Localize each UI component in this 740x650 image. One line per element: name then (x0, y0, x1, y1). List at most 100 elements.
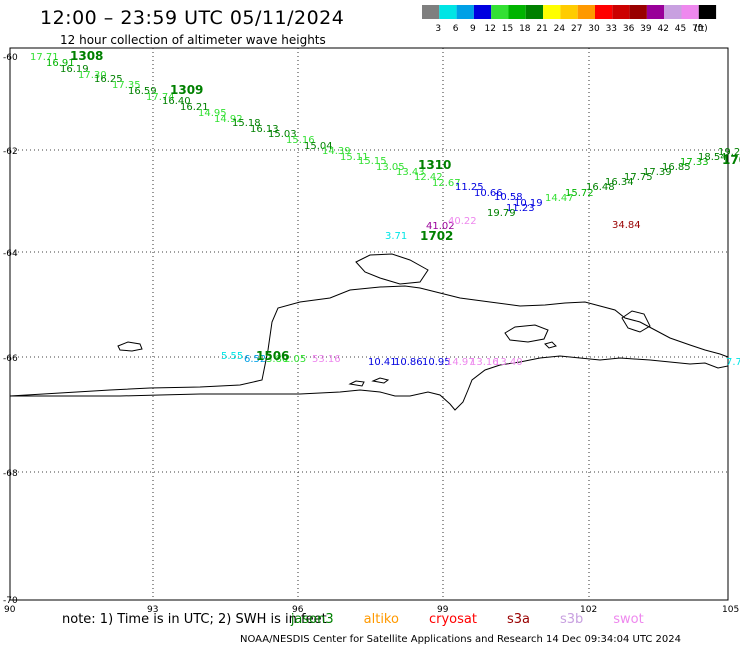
wave-height-label: 16.19 (60, 64, 89, 75)
credit-line: NOAA/NESDIS Center for Satellite Applica… (240, 634, 682, 645)
mission-legend-item: jason3 (290, 612, 334, 627)
color-tick-label: 24 (554, 24, 566, 34)
wave-height-label: 15.03 (268, 129, 297, 140)
wave-height-label: 12.67 (432, 178, 461, 189)
color-tick-label: 12 (484, 24, 495, 34)
color-swatch (681, 5, 699, 19)
color-swatch (560, 5, 578, 19)
wave-height-label: 13.40 (494, 357, 523, 368)
lon-label: 99 (437, 605, 449, 615)
wave-height-label: 16.34 (605, 177, 634, 188)
page-subtitle: 12 hour collection of altimeter wave hei… (60, 33, 326, 47)
lon-label: 96 (292, 605, 304, 615)
wave-height-label: 16.48 (586, 182, 615, 193)
color-swatch (646, 5, 665, 19)
mission-legend: jason3 altiko cryosat s3a s3b swot (291, 612, 644, 627)
wave-height-label: 16.13 (250, 124, 279, 135)
wave-height-label: 17.71 (30, 52, 59, 63)
wave-height-label: 10.95 (422, 357, 451, 368)
color-swatch (612, 5, 630, 19)
wave-height-label: 16.21 (180, 102, 209, 113)
wave-height-label: 17.74 (146, 92, 175, 103)
track-id-label: 1506 (256, 349, 289, 363)
wave-height-label: 11.23 (506, 203, 535, 214)
wave-height-label: 53.16 (312, 354, 341, 365)
wave-height-label: 10.86 (394, 357, 423, 368)
lat-label: -62 (3, 147, 18, 157)
lon-label: 102 (580, 605, 597, 615)
color-swatch (629, 5, 647, 19)
wave-height-label: 3.80 (266, 354, 288, 365)
wave-height-label: 10.19 (514, 198, 543, 209)
color-swatch (525, 5, 544, 19)
color-scale: 3 6 9 12 15 18 21 24 27 30 33 36 39 42 45 70(ft) (422, 5, 717, 34)
color-tick-label: 18 (519, 24, 531, 34)
wave-height-label: 15.11 (340, 152, 369, 163)
color-tick-label: 27 (571, 24, 582, 34)
color-swatch (508, 5, 526, 19)
wave-height-label: 5.55 (221, 351, 243, 362)
wave-height-label: 10.58 (494, 192, 523, 203)
wave-height-label: 11.25 (455, 182, 484, 193)
color-tick-label: 36 (623, 24, 635, 34)
wave-height-label: 17.39 (643, 167, 672, 178)
wave-height-label: 7.7 (726, 357, 740, 368)
lat-label: -64 (3, 249, 18, 259)
wave-height-label: 16.91 (46, 58, 75, 69)
wave-height-label: 41.02 (426, 221, 455, 232)
wave-height-label: 12.42 (414, 172, 443, 183)
color-swatch (491, 5, 509, 19)
color-tick-label: 15 (502, 24, 513, 34)
color-swatch (456, 5, 474, 19)
wave-height-label: 15.04 (304, 141, 333, 152)
color-tick-label: 33 (606, 24, 617, 34)
track-id-labels: 1308 1309 1310 1702 1506 170 (70, 49, 740, 363)
wave-height-label: 10.66 (474, 188, 503, 199)
wave-height-label: 19.2 (718, 147, 740, 158)
track-id-label: 1309 (170, 83, 203, 97)
map-frame (9, 47, 729, 601)
lat-label: -70 (3, 596, 18, 606)
track-id-label: 170 (722, 153, 740, 167)
wave-height-label: 14.47 (545, 193, 574, 204)
wave-height-label: 16.40 (162, 96, 191, 107)
wave-height-label: 6.52 (244, 354, 266, 365)
wave-height-label: 14.95 (198, 108, 227, 119)
mission-legend-item: altiko (363, 612, 399, 627)
lat-labels: -60 -62 -64 -66 -68 -70 (3, 53, 18, 606)
lon-label: 93 (147, 605, 158, 615)
wave-height-label: 17.33 (680, 157, 709, 168)
wave-height-label: 16.59 (128, 86, 157, 97)
wave-height-label: 18.54 (698, 152, 727, 163)
color-tick-label: 6 (453, 24, 459, 34)
track-id-label: 1702 (420, 229, 453, 243)
color-tick-label: 9 (470, 24, 476, 34)
color-tick-label: 21 (536, 24, 547, 34)
wave-height-label: 14.92 (214, 114, 243, 125)
lon-labels: 90 93 96 99 102 105 (4, 605, 739, 615)
wave-height-label: 14.97 (446, 357, 475, 368)
lat-label: -68 (3, 469, 18, 479)
wave-height-label: 3.71 (385, 231, 407, 242)
wave-height-label: 15.16 (286, 135, 315, 146)
color-swatch (595, 5, 613, 19)
track-id-label: 1310 (418, 158, 451, 172)
legend-row: note: 1) Time is in UTC; 2) SWH is in fe… (62, 612, 644, 627)
lat-label: -60 (3, 53, 18, 63)
mission-legend-item: s3a (506, 612, 530, 627)
wave-height-label: 2.05 (284, 354, 306, 365)
color-swatch (543, 5, 561, 19)
track-id-label: 1308 (70, 49, 103, 63)
color-swatch (439, 5, 457, 19)
color-tick-label: 70 (692, 24, 704, 34)
wave-height-label: 40.22 (448, 216, 477, 227)
wave-height-label: 16.85 (662, 162, 691, 173)
mission-legend-item: cryosat (428, 612, 477, 627)
color-swatch (422, 5, 440, 19)
mission-legend-item: s3b (559, 612, 584, 627)
wave-height-labels: 17.71 16.91 16.19 17.30 16.25 17.35 16.5… (30, 52, 740, 368)
color-unit-label: (ft) (694, 24, 708, 34)
coastline (9, 253, 729, 411)
wave-height-label: 14.39 (322, 146, 351, 157)
